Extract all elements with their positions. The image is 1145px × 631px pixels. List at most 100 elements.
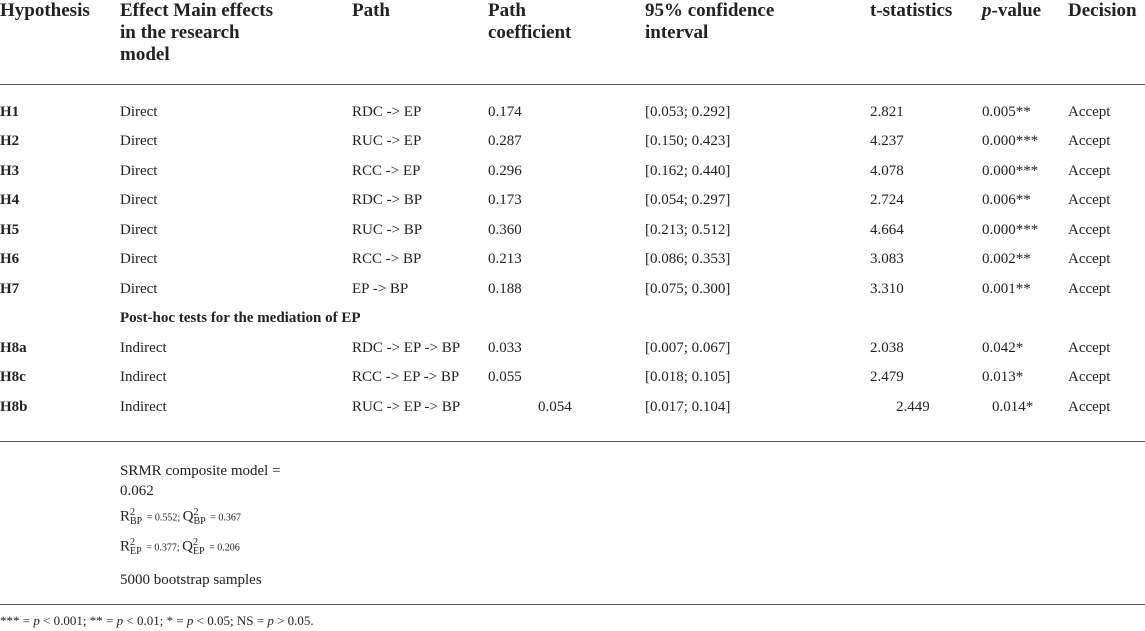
path-cell: RCC -> BP xyxy=(352,251,422,267)
header-decision: Decision xyxy=(1068,0,1137,21)
q-bp-value: = 0.367 xyxy=(207,512,241,524)
decision-cell: Accept xyxy=(1068,163,1111,179)
hypothesis-cell: H2 xyxy=(0,133,20,149)
tstat-cell: 2.821 xyxy=(870,104,904,120)
q-ep-value: = 0.206 xyxy=(206,542,240,554)
r-squared-ep: R 2 EP = 0.377; Q 2 EP = 0.206 xyxy=(120,537,240,557)
decision-cell: Accept xyxy=(1068,251,1111,267)
pvalue-cell: 0.002** xyxy=(982,251,1031,267)
r-bp-value: = 0.552; xyxy=(144,512,183,524)
pvalue-cell: 0.042* xyxy=(982,340,1024,356)
path-cell: RCC -> EP xyxy=(352,163,421,179)
effect-cell: Indirect xyxy=(120,399,167,415)
r-ep-sub: EP xyxy=(130,546,142,557)
r-bp-scripts: 2 BP xyxy=(130,507,143,527)
coefficient-cell: 0.287 xyxy=(488,133,522,149)
tstat-cell: 4.078 xyxy=(870,163,904,179)
tstat-cell: 3.083 xyxy=(870,251,904,267)
hypothesis-cell: H8a xyxy=(0,340,27,356)
tstat-cell: 2.724 xyxy=(870,192,904,208)
body-rule xyxy=(0,441,1145,442)
coefficient-cell: 0.054 xyxy=(538,399,572,415)
coefficient-cell: 0.055 xyxy=(488,369,522,385)
tstat-cell: 2.479 xyxy=(870,369,904,385)
decision-cell: Accept xyxy=(1068,133,1111,149)
pvalue-cell: 0.006** xyxy=(982,192,1031,208)
coefficient-cell: 0.033 xyxy=(488,340,522,356)
r-ep-value: = 0.377; xyxy=(143,542,183,554)
footnote-segment: p xyxy=(186,613,194,628)
hypothesis-cell: H8b xyxy=(0,399,28,415)
bootstrap-note: 5000 bootstrap samples xyxy=(120,572,262,588)
footnote-segment: < 0.05; NS = xyxy=(193,613,268,628)
header-effect-line1: Effect Main effects xyxy=(120,0,273,21)
effect-cell: Direct xyxy=(120,281,158,297)
effect-cell: Direct xyxy=(120,104,158,120)
q-bp-symbol: Q xyxy=(182,508,194,525)
decision-cell: Accept xyxy=(1068,369,1111,385)
ci-cell: [0.007; 0.067] xyxy=(645,340,731,356)
effect-cell: Direct xyxy=(120,192,158,208)
ci-cell: [0.213; 0.512] xyxy=(645,222,731,238)
pvalue-cell: 0.005** xyxy=(982,104,1031,120)
hypothesis-cell: H8c xyxy=(0,369,26,385)
ci-cell: [0.018; 0.105] xyxy=(645,369,731,385)
header-hypothesis: Hypothesis xyxy=(0,0,90,21)
coefficient-cell: 0.213 xyxy=(488,251,522,267)
tstat-cell: 2.038 xyxy=(870,340,904,356)
header-ci: 95% confidence interval xyxy=(645,0,774,44)
subheading-mediation: Post-hoc tests for the mediation of EP xyxy=(120,310,361,326)
effect-cell: Direct xyxy=(120,251,158,267)
effect-cell: Direct xyxy=(120,222,158,238)
effect-cell: Direct xyxy=(120,163,158,179)
header-coef-line1: Path xyxy=(488,0,526,21)
decision-cell: Accept xyxy=(1068,340,1111,356)
coefficient-cell: 0.173 xyxy=(488,192,522,208)
footnote-segment: < 0.01; * = xyxy=(123,613,187,628)
coefficient-cell: 0.188 xyxy=(488,281,522,297)
decision-cell: Accept xyxy=(1068,222,1111,238)
header-tstat: t-statistics xyxy=(870,0,953,21)
path-cell: EP -> BP xyxy=(352,281,409,297)
header-effect-line2: in the research xyxy=(120,22,240,43)
ci-cell: [0.086; 0.353] xyxy=(645,251,731,267)
srmr-line2: 0.062 xyxy=(120,483,154,499)
r-bp-symbol: R xyxy=(120,508,131,525)
q-bp-sup: 2 xyxy=(193,507,199,518)
path-cell: RCC -> EP -> BP xyxy=(352,369,460,385)
header-coef-line2: coefficient xyxy=(488,22,572,43)
hypothesis-cell: H7 xyxy=(0,281,20,297)
r-bp-sup: 2 xyxy=(130,507,136,518)
r-ep-sup: 2 xyxy=(130,537,136,548)
tstat-cell: 2.449 xyxy=(896,399,930,415)
header-rule xyxy=(0,84,1145,85)
r-ep-scripts: 2 EP xyxy=(130,537,142,557)
r-ep-symbol: R xyxy=(120,538,131,555)
effect-cell: Direct xyxy=(120,133,158,149)
ci-cell: [0.054; 0.297] xyxy=(645,192,731,208)
srmr-line1: SRMR composite model = xyxy=(120,463,281,479)
path-cell: RDC -> BP xyxy=(352,192,423,208)
header-pvalue: p-value xyxy=(982,0,1041,22)
path-cell: RDC -> EP -> BP xyxy=(352,340,461,356)
pvalue-cell: 0.000*** xyxy=(982,222,1039,238)
effect-cell: Indirect xyxy=(120,369,167,385)
header-pvalue-p: p xyxy=(982,0,992,21)
pvalue-cell: 0.014* xyxy=(992,399,1034,415)
hypothesis-cell: H6 xyxy=(0,251,20,267)
decision-cell: Accept xyxy=(1068,104,1111,120)
header-effect: Effect Main effects in the research mode… xyxy=(120,0,273,66)
ci-cell: [0.162; 0.440] xyxy=(645,163,731,179)
r-bp-sub: BP xyxy=(130,516,143,527)
pvalue-cell: 0.000*** xyxy=(982,133,1039,149)
q-ep-sup: 2 xyxy=(192,537,198,548)
q-ep-symbol: Q xyxy=(182,538,193,555)
hypothesis-cell: H3 xyxy=(0,163,20,179)
coefficient-cell: 0.174 xyxy=(488,104,522,120)
header-pvalue-rest: -value xyxy=(991,0,1042,21)
tstat-cell: 3.310 xyxy=(870,281,904,297)
decision-cell: Accept xyxy=(1068,192,1111,208)
path-cell: RUC -> EP xyxy=(352,133,422,149)
ci-cell: [0.150; 0.423] xyxy=(645,133,731,149)
significance-footnote: *** = p < 0.001; ** = p < 0.01; * = p < … xyxy=(0,613,314,629)
